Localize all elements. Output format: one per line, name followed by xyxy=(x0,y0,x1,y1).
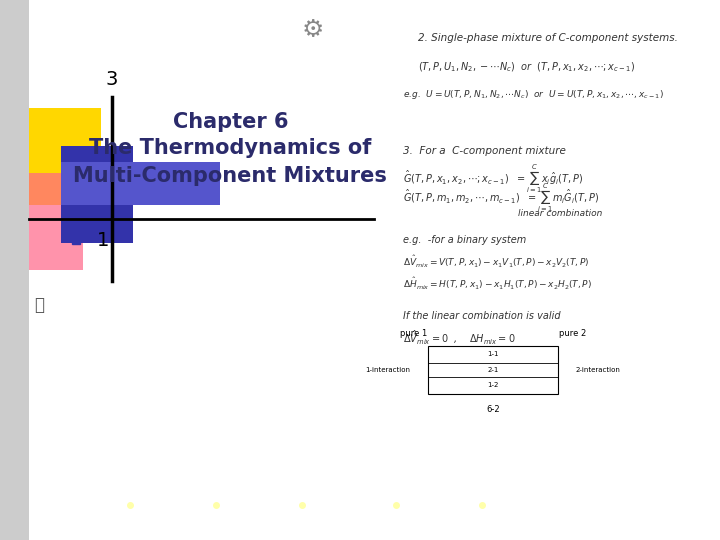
Text: $(T,P,U_1,N_2,-\cdots N_c)$  or  $(T,P,x_1,x_2,\cdots;x_{c-1})$: $(T,P,U_1,N_2,-\cdots N_c)$ or $(T,P,x_1… xyxy=(418,60,635,75)
Text: $\hat{G}(T,P,x_1,x_2,\cdots;x_{c-1})$  $= \sum_{i=1}^{C} x_i \hat{g}_i(T,P)$: $\hat{G}(T,P,x_1,x_2,\cdots;x_{c-1})$ $=… xyxy=(403,162,583,194)
Text: 🏃: 🏃 xyxy=(35,296,45,314)
Text: $\Delta \hat{H}_{mix} = H(T,P,x_1) - x_1 H_1(T,P) - x_2 H_2(T,P)$: $\Delta \hat{H}_{mix} = H(T,P,x_1) - x_1… xyxy=(403,275,593,292)
Text: If the linear combination is valid: If the linear combination is valid xyxy=(403,311,561,321)
Text: e.g.  -for a binary system: e.g. -for a binary system xyxy=(403,235,526,245)
Text: 3: 3 xyxy=(105,70,118,89)
Text: Multi-Component Mixtures: Multi-Component Mixtures xyxy=(73,165,387,186)
Bar xyxy=(61,146,133,243)
Text: 1-interaction: 1-interaction xyxy=(365,367,410,373)
Text: $\hat{G}(T,P,m_1,m_2,\cdots,m_{c-1})$  $= \sum_{i=1}^{C} m_i \hat{G}_i(T,P)$: $\hat{G}(T,P,m_1,m_2,\cdots,m_{c-1})$ $=… xyxy=(403,181,599,213)
Text: 1-2: 1-2 xyxy=(487,382,499,388)
Bar xyxy=(29,173,83,270)
Text: 6-2: 6-2 xyxy=(487,405,500,414)
Text: ⚙: ⚙ xyxy=(302,18,325,42)
Text: $\Delta \hat{V}_{mix} = 0$  ,    $\Delta H_{mix} = 0$: $\Delta \hat{V}_{mix} = 0$ , $\Delta H_{… xyxy=(403,328,516,347)
Bar xyxy=(29,108,101,205)
Text: $\Delta \hat{V}_{mix} = V(T,P,x_1) - x_1 V_1(T,P) - x_2 V_2(T,P)$: $\Delta \hat{V}_{mix} = V(T,P,x_1) - x_1… xyxy=(403,254,590,270)
Text: linear combination: linear combination xyxy=(518,209,603,218)
Text: 2-1: 2-1 xyxy=(487,367,499,373)
Text: 2-interaction: 2-interaction xyxy=(576,367,621,373)
Text: 3.  For a  C-component mixture: 3. For a C-component mixture xyxy=(403,146,566,156)
Bar xyxy=(428,346,558,394)
Text: pure 2: pure 2 xyxy=(559,328,586,338)
Text: 1: 1 xyxy=(97,231,109,250)
Text: 1-1: 1-1 xyxy=(487,352,499,357)
Text: Chapter 6: Chapter 6 xyxy=(173,111,288,132)
Text: e.g.  $U=U(T,P,N_1,N_2,\cdots N_c)$  or  $U=U(T,P,x_1,x_2,\cdots,x_{c-1})$: e.g. $U=U(T,P,N_1,N_2,\cdots N_c)$ or $U… xyxy=(403,88,664,101)
Bar xyxy=(0,0,29,540)
Text: The Thermodynamics of: The Thermodynamics of xyxy=(89,138,372,159)
Text: pure 1: pure 1 xyxy=(400,328,428,338)
Bar xyxy=(61,162,220,205)
Text: 2. Single-phase mixture of C-component systems.: 2. Single-phase mixture of C-component s… xyxy=(418,33,678,43)
